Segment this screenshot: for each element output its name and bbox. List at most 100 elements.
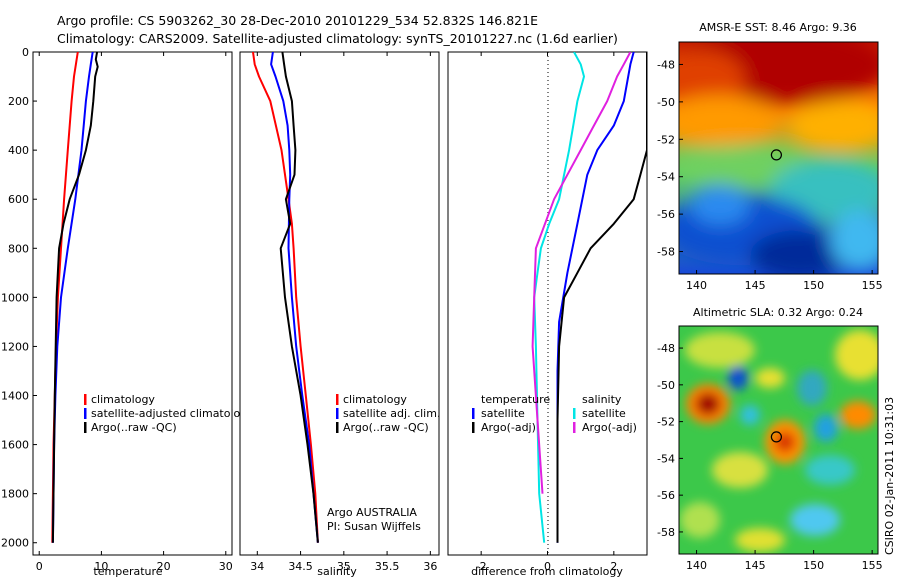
legend-label-sal-satellite: satellite: [582, 407, 626, 420]
difference-xlabel: difference from climatology: [471, 565, 623, 578]
map-y-tick-label: -48: [657, 342, 675, 355]
legend-swatch-argo: [336, 422, 339, 433]
x-tick-label: 35.5: [375, 560, 400, 573]
temperature-profiles: [51, 52, 99, 543]
legend-swatch-temp-argo: [472, 422, 475, 433]
map-x-tick-label: 155: [862, 279, 883, 292]
difference-profiles: [531, 52, 647, 543]
x-tick-label: 2: [610, 560, 617, 573]
x-tick-label: 35: [337, 560, 351, 573]
sst-map-title: AMSR-E SST: 8.46 Argo: 9.36: [699, 21, 857, 34]
series-line: [252, 52, 319, 543]
map-x-tick-label: 140: [686, 559, 707, 572]
pi-annotation: PI: Susan Wijffels: [327, 520, 421, 533]
legend-label-temp-satellite: satellite: [481, 407, 525, 420]
x-tick-label: 10: [94, 560, 108, 573]
temperature-x-axis: 0 10 20 30: [36, 52, 233, 573]
x-tick-label: 30: [219, 560, 233, 573]
sst-map-panel: AMSR-E SST: 8.46 Argo: 9.36 140 145 150 155…: [657, 21, 883, 292]
series-line: [556, 52, 647, 543]
salinity-panel: 34 34.5 35 35.5 36 salinity climatology sate…: [239, 51, 440, 578]
map-y-tick-label: -50: [657, 96, 675, 109]
y-tick-label: 800: [8, 242, 29, 255]
timestamp-stamp: CSIRO 02-Jan-2011 10:31:03: [883, 397, 896, 555]
sla-map-frame: [678, 325, 879, 555]
x-tick-label: -2: [476, 560, 487, 573]
y-tick-label: 400: [8, 144, 29, 157]
legend-label-argo: Argo(..raw -QC): [91, 421, 177, 434]
float-position-marker: [770, 431, 783, 443]
map-x-tick-label: 150: [803, 559, 824, 572]
sla-map-panel: Altimetric SLA: 0.32 Argo: 0.24: [657, 306, 883, 572]
difference-legend-salinity: salinity satellite Argo(-adj): [573, 393, 637, 434]
depth-axis: 0 200 400 600 800 1000 1200 1400 1600 1800 2000: [1, 46, 37, 550]
x-tick-label: 20: [157, 560, 171, 573]
x-tick-label: 34.5: [288, 560, 313, 573]
map-y-tick-label: -56: [657, 489, 675, 502]
x-tick-label: 0: [36, 560, 43, 573]
map-x-tick-label: 145: [745, 559, 766, 572]
map-y-tick-label: -56: [657, 208, 675, 221]
series-line: [51, 52, 99, 543]
sla-field: [679, 326, 878, 554]
y-tick-label: 1600: [1, 439, 29, 452]
difference-x-axis: -2 0 2: [476, 52, 617, 573]
salinity-profiles: [252, 52, 319, 543]
y-tick-label: 1200: [1, 340, 29, 353]
map-y-tick-label: -52: [657, 416, 675, 429]
salinity-x-axis: 34 34.5 35 35.5 36: [250, 52, 437, 573]
map-y-tick-label: -54: [657, 452, 675, 465]
legend-label-sal-argo: Argo(-adj): [582, 421, 637, 434]
legend-swatch-climatology: [336, 394, 339, 405]
legend-label-climatology: climatology: [91, 393, 155, 406]
map-y-tick-label: -50: [657, 379, 675, 392]
sst-map-axes: 140 145 150 155 -48 -50 -52 -54 -56 -58: [657, 58, 883, 292]
legend-swatch-temp-satellite: [472, 408, 475, 419]
difference-legend-temperature: temperature satellite Argo(-adj): [472, 393, 550, 434]
y-tick-label: 1000: [1, 291, 29, 304]
series-line: [270, 52, 319, 543]
sst-field: [679, 42, 878, 274]
map-y-tick-label: -54: [657, 171, 675, 184]
legend-swatch-argo: [84, 422, 87, 433]
temperature-axes-box: [32, 51, 233, 556]
institution-annotation: Argo AUSTRALIA: [327, 506, 417, 519]
legend-label-temp-argo: Argo(-adj): [481, 421, 536, 434]
salinity-legend: climatology satellite adj. clim. Argo(..…: [336, 393, 440, 434]
legend-label-climatology: climatology: [343, 393, 407, 406]
y-tick-label: 0: [22, 46, 29, 59]
map-y-tick-label: -58: [657, 526, 675, 539]
figure-title-line2: Climatology: CARS2009. Satellite-adjuste…: [57, 31, 618, 46]
y-tick-label: 200: [8, 95, 29, 108]
float-position-marker: [770, 149, 783, 161]
legend-heading-salinity: salinity: [582, 393, 622, 406]
legend-swatch-satellite: [84, 408, 87, 419]
legend-swatch-sal-argo: [573, 422, 576, 433]
series-line: [531, 52, 632, 494]
figure-title-line1: Argo profile: CS 5903262_30 28-Dec-2010 …: [57, 13, 538, 28]
difference-axes-box: [447, 51, 648, 556]
sla-map-title: Altimetric SLA: 0.32 Argo: 0.24: [693, 306, 863, 319]
map-y-tick-label: -58: [657, 246, 675, 259]
x-tick-label: 36: [423, 560, 437, 573]
map-x-tick-label: 155: [862, 559, 883, 572]
legend-swatch-sal-satellite: [573, 408, 576, 419]
map-x-tick-label: 150: [803, 279, 824, 292]
sst-map-frame: [678, 41, 879, 275]
series-line: [279, 52, 319, 543]
map-x-tick-label: 140: [686, 279, 707, 292]
temperature-panel: 0 200 400 600 800 1000 1200 1400 1600 1800 2000 0 1…: [1, 46, 254, 578]
legend-label-argo: Argo(..raw -QC): [343, 421, 429, 434]
x-tick-label: 34: [250, 560, 264, 573]
map-x-tick-label: 145: [745, 279, 766, 292]
y-tick-label: 2000: [1, 537, 29, 550]
sla-map-axes: 140 145 150 155 -48 -50 -52 -54 -56 -58: [657, 342, 883, 572]
temperature-legend: climatology satellite-adjusted climatolo…: [84, 393, 254, 434]
y-tick-label: 600: [8, 193, 29, 206]
salinity-axes-box: [239, 51, 440, 556]
temperature-xlabel: temperature: [93, 565, 162, 578]
x-tick-label: 0: [544, 560, 551, 573]
legend-heading-temperature: temperature: [481, 393, 550, 406]
legend-label-satellite: satellite adj. clim.: [343, 407, 440, 420]
